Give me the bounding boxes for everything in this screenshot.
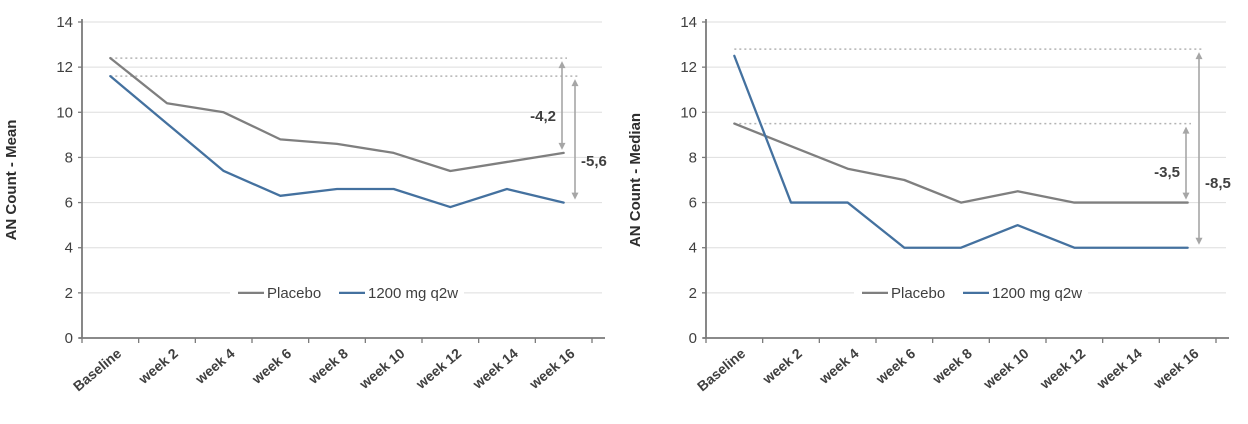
legend-treatment-label: 1200 mg q2w <box>992 285 1082 302</box>
y-tick-label: 8 <box>689 149 697 166</box>
y-tick-label: 8 <box>65 149 73 166</box>
x-category-label: week 2 <box>759 345 805 388</box>
legend-treatment-label: 1200 mg q2w <box>368 285 458 302</box>
x-category-label: Baseline <box>70 345 125 394</box>
x-category-label: week 16 <box>525 345 577 393</box>
legend-placebo-label: Placebo <box>891 285 945 302</box>
treatment-series-line <box>109 75 565 209</box>
median-chart-svg: 0 2 4 6 8 10 12 14 Baseline week 2 week 4 week 6 wee… <box>627 14 1231 394</box>
arrowhead-up <box>1195 52 1203 60</box>
y-axis-title: AN Count - Median <box>627 113 644 247</box>
x-category-label: week 16 <box>1149 345 1201 393</box>
x-category-label: week 14 <box>469 345 521 393</box>
x-category-label: Baseline <box>694 345 749 394</box>
y-tick-label: 10 <box>680 104 697 121</box>
placebo-series-line <box>109 56 565 173</box>
x-category-label: week 2 <box>135 345 181 388</box>
arrowhead-down <box>1195 237 1203 245</box>
x-category-label: week 6 <box>248 345 294 388</box>
x-category-label: week 4 <box>191 345 237 388</box>
x-category-label: week 10 <box>979 345 1031 393</box>
x-category-label: week 12 <box>412 345 464 393</box>
legend-placebo-label: Placebo <box>267 285 321 302</box>
change-annotation-label: -8,5 <box>1205 175 1231 192</box>
y-tick-label: 14 <box>56 14 73 31</box>
mean-chart-svg: 0 2 4 6 8 10 12 14 Baseline week 2 week 4 week 6 wee… <box>3 14 607 394</box>
x-category-label: week 8 <box>305 345 351 388</box>
x-category-label: week 10 <box>355 345 407 393</box>
change-annotation-label: -4,2 <box>530 108 556 125</box>
y-tick-label: 2 <box>689 285 697 302</box>
chart-an-count-mean: 0 2 4 6 8 10 12 14 Baseline week 2 week 4 week 6 wee… <box>3 14 607 394</box>
y-tick-label: 4 <box>65 240 73 257</box>
placebo-series-line <box>733 122 1189 204</box>
y-tick-label: 6 <box>65 195 73 212</box>
y-tick-label: 6 <box>689 195 697 212</box>
y-tick-label: 12 <box>680 59 697 76</box>
x-category-label: week 14 <box>1093 345 1145 393</box>
y-tick-label: 0 <box>689 330 697 347</box>
arrowhead-down <box>571 192 579 200</box>
arrowhead-up <box>1182 126 1190 134</box>
y-axis-title: AN Count - Mean <box>3 120 20 241</box>
y-tick-label: 4 <box>689 240 697 257</box>
y-tick-label: 14 <box>680 14 697 31</box>
treatment-series-line <box>733 54 1189 249</box>
y-tick-label: 2 <box>65 285 73 302</box>
x-category-label: week 4 <box>815 345 861 388</box>
y-tick-label: 0 <box>65 330 73 347</box>
x-category-label: week 12 <box>1036 345 1088 393</box>
arrowhead-up <box>571 79 579 87</box>
change-annotation-label: -5,6 <box>581 153 607 170</box>
y-tick-label: 12 <box>56 59 73 76</box>
x-category-label: week 6 <box>872 345 918 388</box>
x-category-label: week 8 <box>929 345 975 388</box>
change-annotation-label: -3,5 <box>1154 164 1180 181</box>
y-tick-label: 10 <box>56 104 73 121</box>
arrowhead-up <box>558 61 566 69</box>
arrowhead-down <box>558 142 566 150</box>
chart-an-count-median: 0 2 4 6 8 10 12 14 Baseline week 2 week 4 week 6 wee… <box>624 0 1248 424</box>
arrowhead-down <box>1182 192 1190 200</box>
